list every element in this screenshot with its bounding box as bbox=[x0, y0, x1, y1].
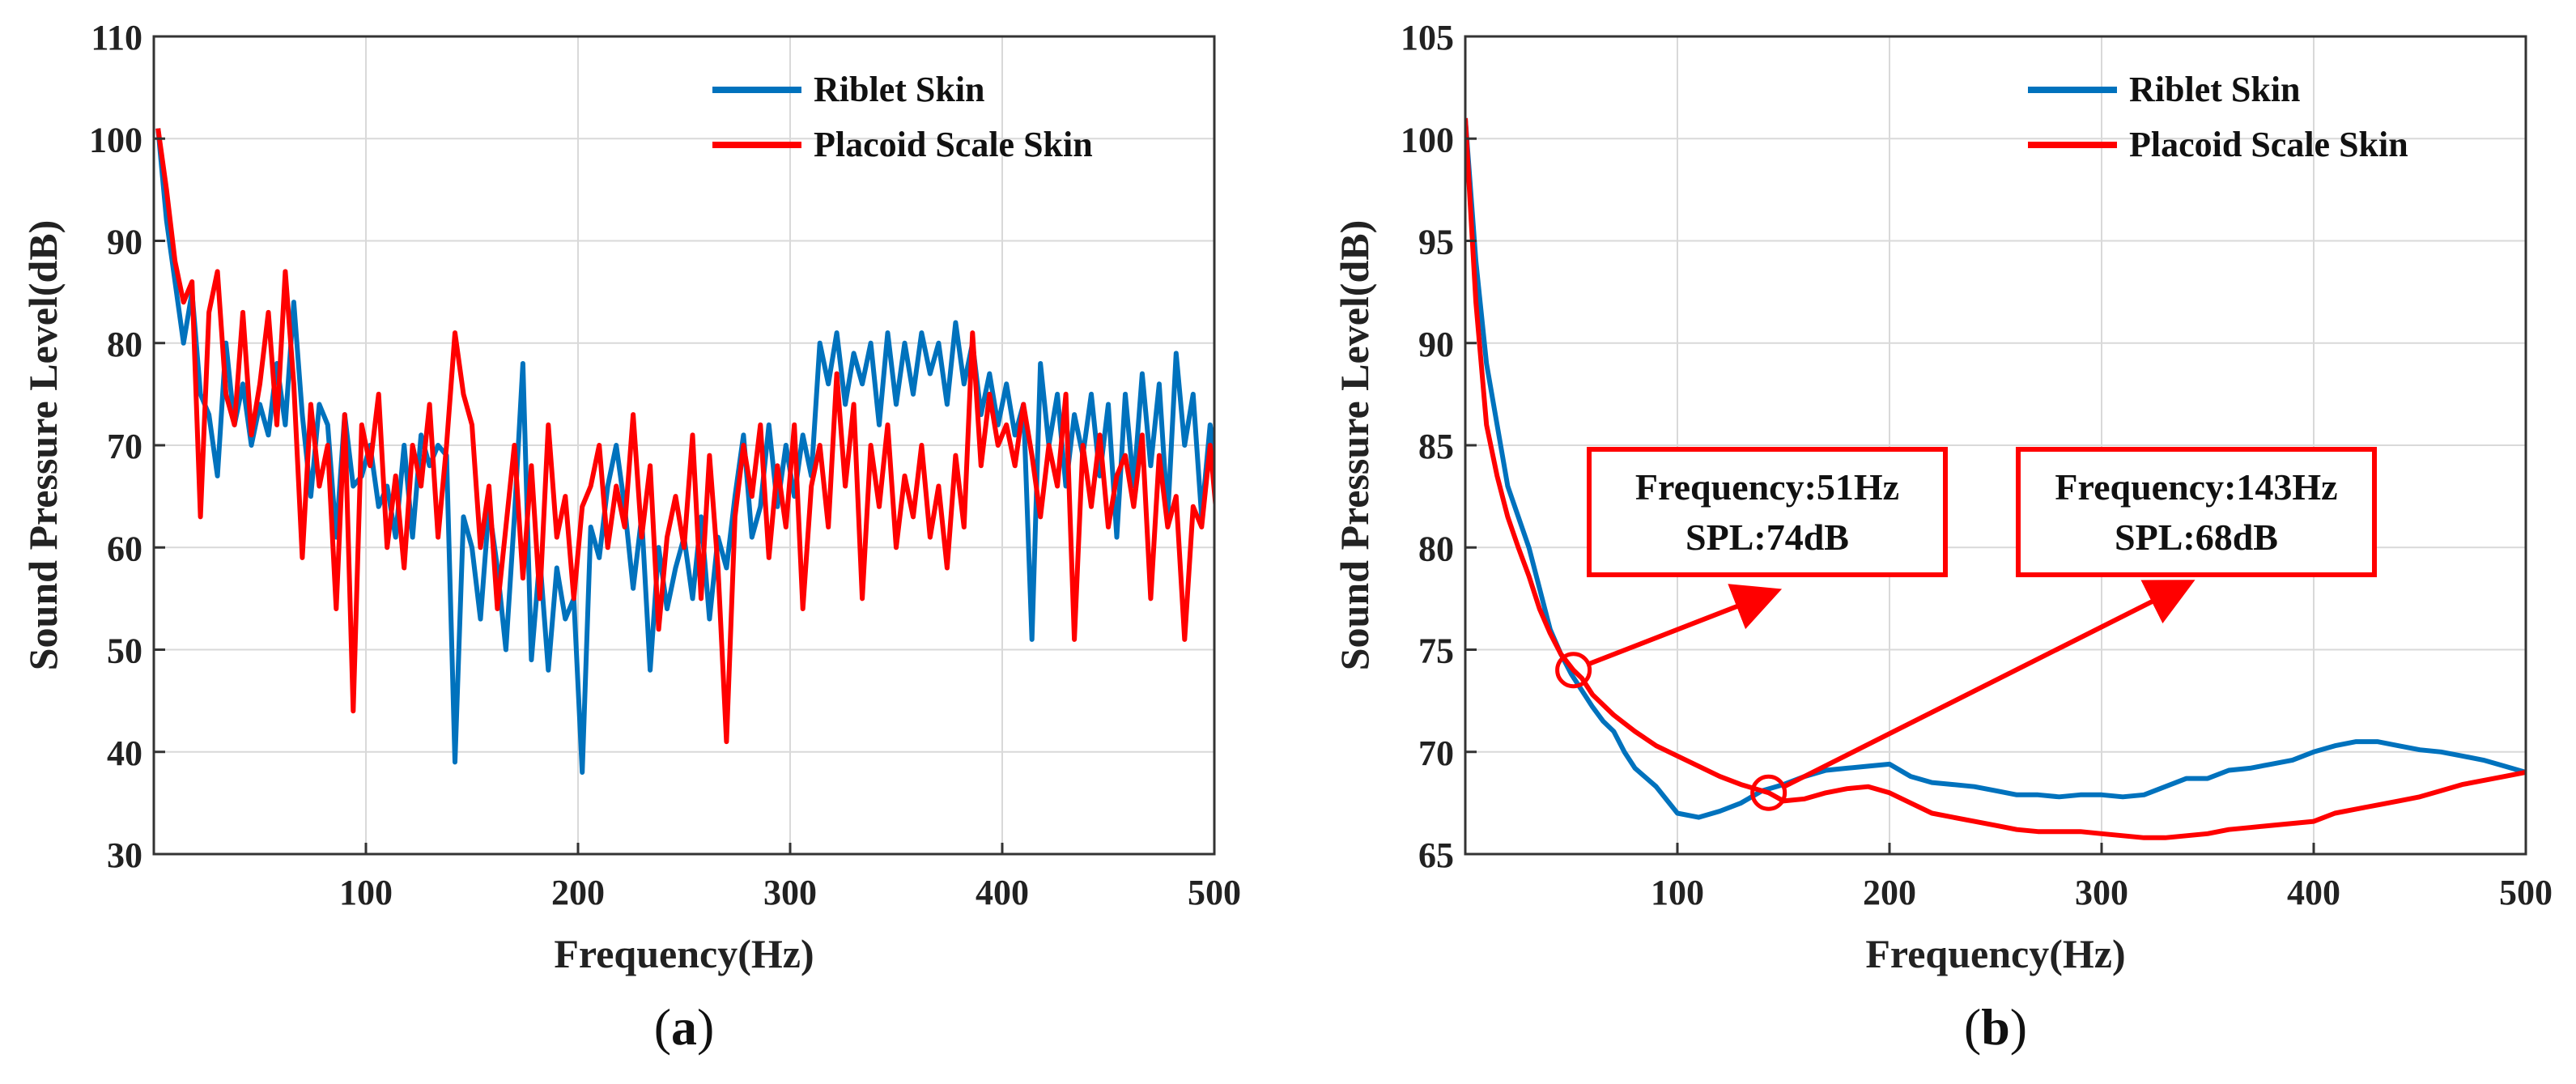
legend-label: Riblet Skin bbox=[2129, 70, 2301, 109]
series-line-placoid-scale-skin bbox=[1465, 117, 2526, 840]
y-tick-label: 105 bbox=[1401, 18, 1454, 57]
y-tick-label: 70 bbox=[1418, 733, 1454, 773]
x-axis-label: Frequency(Hz) bbox=[1865, 931, 2125, 976]
y-axis-label: Sound Pressure Level(dB) bbox=[20, 220, 66, 671]
y-tick-label: 90 bbox=[107, 223, 142, 262]
panel-sublabel: (a) bbox=[654, 998, 715, 1056]
y-tick-label: 95 bbox=[1418, 223, 1454, 262]
panel-sublabel-letter: a bbox=[671, 998, 697, 1056]
y-tick-label: 70 bbox=[107, 427, 142, 466]
panel-sublabel-close: ) bbox=[697, 998, 714, 1056]
annotation-text: SPL:68dB bbox=[2115, 516, 2278, 558]
y-tick-label: 80 bbox=[1418, 529, 1454, 568]
x-tick-label: 400 bbox=[976, 873, 1029, 912]
chart-panel-b: 100 200 300 400 500 65 70 75 80 85 90 95 100 105 Frequ… bbox=[1332, 18, 2553, 1056]
y-tick-label: 65 bbox=[1418, 835, 1454, 875]
x-tick-label: 100 bbox=[1651, 873, 1704, 912]
x-tick-label: 300 bbox=[763, 873, 817, 912]
panel-sublabel-open: ( bbox=[1964, 998, 1981, 1056]
series-line-placoid-scale-skin bbox=[155, 128, 1214, 745]
panel-sublabel-letter: b bbox=[1981, 998, 2010, 1056]
legend-label: Placoid Scale Skin bbox=[2129, 125, 2408, 164]
panel-sublabel: (b) bbox=[1964, 998, 2027, 1056]
y-tick-label: 75 bbox=[1418, 631, 1454, 671]
annotation-marker bbox=[1750, 774, 1787, 811]
chart-panel-a: 100 200 300 400 500 30 40 50 60 70 80 90 100 110 Frequ… bbox=[20, 18, 1241, 1056]
y-tick-label: 40 bbox=[107, 733, 142, 773]
x-tick-label: 500 bbox=[2499, 873, 2553, 912]
annotation-text: Frequency:51Hz bbox=[1635, 466, 1899, 508]
panel-sublabel-close: ) bbox=[2010, 998, 2027, 1056]
y-tick-label: 30 bbox=[107, 835, 142, 875]
series-line-riblet-skin bbox=[1465, 117, 2526, 820]
y-tick-label: 90 bbox=[1418, 325, 1454, 364]
y-tick-label: 60 bbox=[107, 529, 142, 568]
y-tick-label: 100 bbox=[89, 120, 142, 159]
x-tick-label: 200 bbox=[551, 873, 605, 912]
annotation-box bbox=[1587, 447, 1948, 577]
x-tick-label: 300 bbox=[2075, 873, 2128, 912]
annotation-arrow bbox=[1783, 580, 2196, 789]
x-tick-label: 400 bbox=[2287, 873, 2340, 912]
y-tick-label: 50 bbox=[107, 631, 142, 671]
x-tick-label: 500 bbox=[1188, 873, 1241, 912]
panel-sublabel-open: ( bbox=[654, 998, 671, 1056]
y-tick-label: 80 bbox=[107, 325, 142, 364]
x-tick-label: 200 bbox=[1863, 873, 1916, 912]
series-line-riblet-skin bbox=[155, 128, 1214, 775]
y-tick-label: 100 bbox=[1401, 120, 1454, 159]
x-axis-label: Frequency(Hz) bbox=[554, 931, 814, 976]
x-tick-label: 100 bbox=[339, 873, 393, 912]
annotation-box bbox=[2016, 447, 2377, 577]
legend-label: Placoid Scale Skin bbox=[814, 125, 1093, 164]
annotation-text: Frequency:143Hz bbox=[2055, 466, 2337, 508]
y-tick-label: 85 bbox=[1418, 427, 1454, 466]
annotation-marker bbox=[1555, 652, 1592, 689]
annotation-arrow bbox=[1588, 584, 1783, 666]
legend-label: Riblet Skin bbox=[814, 70, 985, 109]
y-axis-label: Sound Pressure Level(dB) bbox=[1332, 220, 1377, 671]
y-tick-label: 110 bbox=[91, 18, 142, 57]
annotation-text: SPL:74dB bbox=[1685, 516, 1849, 558]
